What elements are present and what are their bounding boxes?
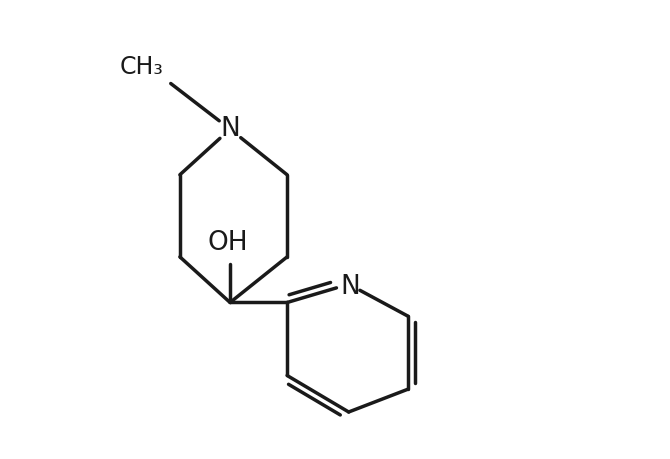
Text: N: N bbox=[340, 274, 360, 300]
Text: OH: OH bbox=[208, 230, 248, 256]
Text: N: N bbox=[220, 116, 240, 142]
Text: CH₃: CH₃ bbox=[120, 55, 164, 79]
